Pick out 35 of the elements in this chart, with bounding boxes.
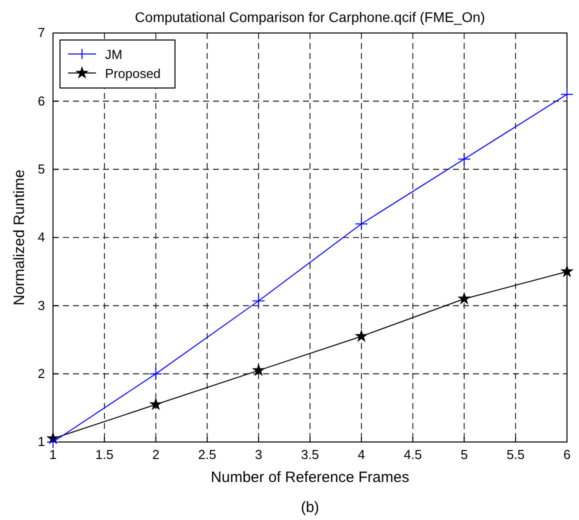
point xyxy=(560,88,574,101)
x-tick-label: 5 xyxy=(460,447,468,462)
x-tick-label: 4.5 xyxy=(404,447,422,462)
x-tick-label: 6 xyxy=(563,447,571,462)
text: (b) xyxy=(300,499,320,516)
point xyxy=(150,398,162,410)
point xyxy=(252,364,264,376)
x-axis-title: Number of Reference Frames xyxy=(210,469,410,486)
x-tick-label: 5.5 xyxy=(506,447,525,462)
point xyxy=(46,436,60,448)
x-tick-label: 4 xyxy=(358,447,366,462)
y-tick-label: 6 xyxy=(38,93,45,108)
y-tick-label: 2 xyxy=(38,366,45,381)
x-tick-label: 2 xyxy=(152,447,160,462)
point xyxy=(458,292,470,304)
x-tick-label: 1 xyxy=(49,447,57,462)
x-tick-label: 3.5 xyxy=(300,447,320,462)
point xyxy=(561,266,573,276)
y-tick-label: 4 xyxy=(38,230,45,245)
point xyxy=(356,330,368,342)
point xyxy=(149,367,162,380)
legend-label: Proposed xyxy=(105,66,161,81)
point xyxy=(354,217,368,230)
point xyxy=(458,152,471,166)
y-tick-label: 3 xyxy=(38,298,45,313)
chart-title: Computational Comparison for Carphone.qcif (FME_On) xyxy=(134,9,486,25)
point xyxy=(252,294,266,308)
x-tick-label: 2.5 xyxy=(198,447,216,462)
y-tick-label: 5 xyxy=(38,161,45,176)
y-tick-label: 1 xyxy=(38,434,45,450)
x-tick-label: 1.5 xyxy=(95,447,114,462)
y-tick-label: 7 xyxy=(38,25,45,40)
x-tick-label: 3 xyxy=(254,447,262,462)
y-axis-title: Normalized Runtime xyxy=(11,170,28,306)
legend-label: JM xyxy=(105,47,122,62)
